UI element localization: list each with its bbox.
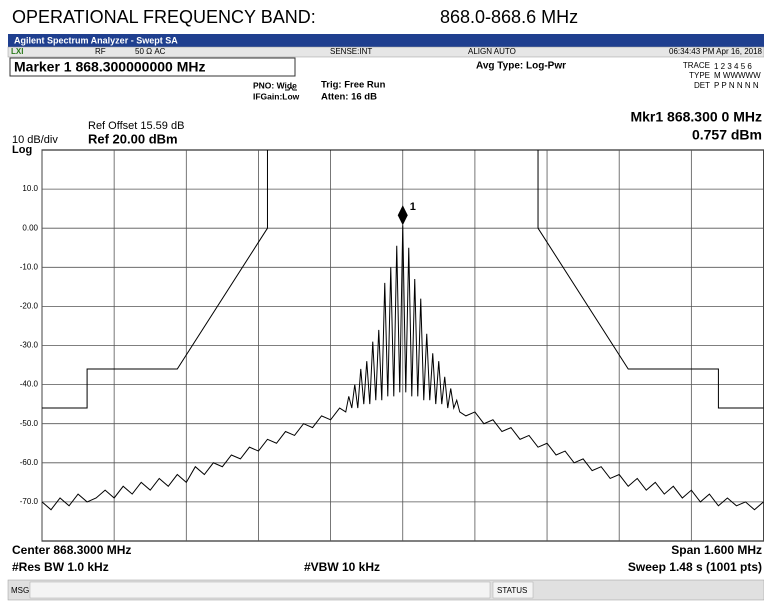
band-label: 868.0-868.6 MHz [440, 7, 578, 27]
plot: 10.0 0.00 -10.0 -20.0 -30.0 -40.0 -50.0 -60.0 -7… [20, 149, 764, 542]
status-input: 50 Ω AC [135, 47, 166, 56]
marker-label: 1 [410, 201, 416, 213]
status-sense: SENSE:INT [330, 47, 372, 56]
status-rf: RF [95, 47, 106, 56]
vbw: #VBW 10 kHz [304, 560, 380, 574]
y-tick-label: -10.0 [20, 262, 39, 271]
y-tick-label: -50.0 [20, 419, 39, 428]
msg-label: MSG [11, 586, 29, 595]
span: Span 1.600 MHz [671, 543, 762, 557]
pno: PNO: Wide [253, 80, 297, 90]
ref-level: Ref 20.00 dBm [88, 131, 178, 146]
trace-nums: 1 2 3 4 5 6 [714, 62, 752, 71]
status-label: STATUS [497, 586, 527, 595]
y-tick-label: -20.0 [20, 302, 39, 311]
status-row [7, 46, 764, 58]
ref-offset: Ref Offset 15.59 dB [88, 120, 184, 132]
y-tick-label: -40.0 [20, 380, 39, 389]
log: Log [12, 144, 32, 156]
trig: Trig: Free Run [321, 80, 386, 91]
y-tick-label: -70.0 [20, 497, 39, 506]
sweep: Sweep 1.48 s (1001 pts) [628, 560, 762, 574]
status-box [492, 581, 534, 599]
trace-line [42, 149, 764, 409]
det-val: P P N N N N [714, 81, 759, 90]
title-bar [8, 34, 764, 47]
app-title: Agilent Spectrum Analyzer - Swept SA [14, 35, 178, 45]
mkr1-value: 0.757 dBm [692, 127, 762, 143]
page-title: OPERATIONAL FREQUENCY BAND: [12, 7, 316, 27]
scale: 10 dB/div [12, 134, 58, 146]
status-align: ALIGN AUTO [468, 47, 516, 56]
center: Center 868.3000 MHz [12, 543, 131, 557]
y-tick-label: -60.0 [20, 458, 39, 467]
avg-type: Avg Type: Log-Pwr [476, 61, 566, 72]
y-tick-label: 10.0 [22, 184, 38, 193]
ifgain: IFGain:Low [253, 91, 300, 101]
atten: Atten: 16 dB [321, 92, 377, 103]
marker-box[interactable] [9, 57, 296, 77]
det-label: DET [694, 81, 710, 90]
marker-readout: Marker 1 868.300000000 MHz [14, 59, 205, 75]
rbw: #Res BW 1.0 kHz [12, 560, 109, 574]
msg-box [29, 581, 491, 599]
trig-icon [285, 87, 297, 91]
mkr1: Mkr1 868.300 0 MHz [630, 109, 762, 125]
marker [397, 205, 408, 226]
type-label: TYPE [689, 71, 710, 80]
status-time: 06:34:43 PM Apr 16, 2018 [669, 47, 763, 56]
y-tick-label: 0.00 [22, 223, 38, 232]
type-val: M WWWWW [714, 71, 761, 80]
lxi-logo: LXI [11, 47, 23, 56]
y-tick-label: -30.0 [20, 341, 39, 350]
trace-label: TRACE [683, 61, 710, 70]
